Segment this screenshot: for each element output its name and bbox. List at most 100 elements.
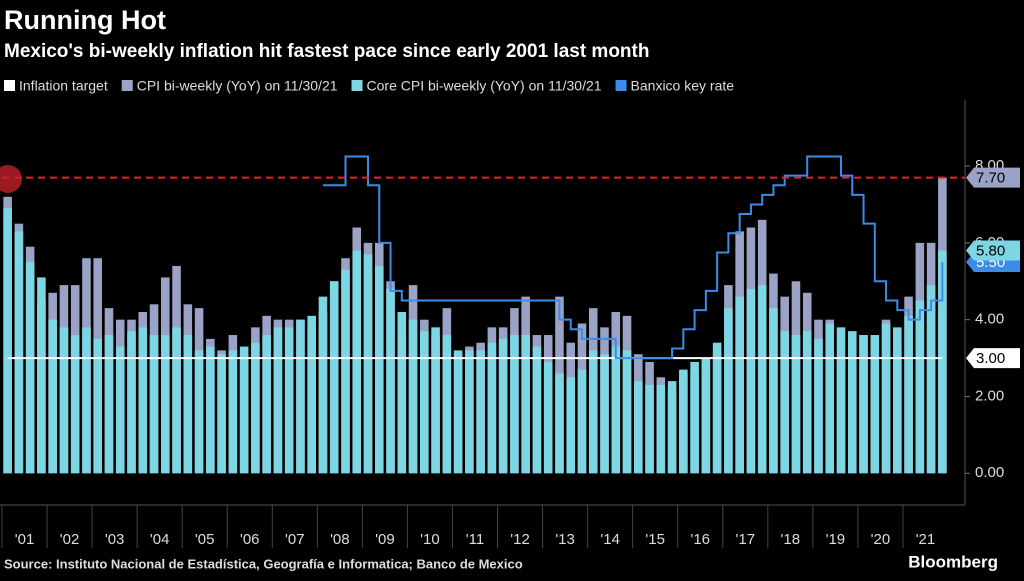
legend-swatch [351, 80, 363, 91]
bar [791, 335, 801, 474]
x-tick-label: '12 [510, 531, 530, 548]
bar [363, 254, 373, 474]
bar [228, 350, 238, 474]
bar [206, 346, 215, 474]
bar [25, 262, 35, 474]
bar [712, 342, 722, 474]
value-label: 5.80 [976, 243, 1005, 260]
bar [622, 350, 632, 474]
y-tick-label: 4.00 [975, 311, 1004, 328]
x-tick-label: '16 [690, 531, 710, 548]
bar [487, 342, 497, 474]
bar [701, 358, 711, 474]
bar [611, 346, 621, 474]
x-tick-label: '18 [781, 531, 801, 548]
bar [667, 381, 677, 474]
chart-title: Running Hot [4, 5, 166, 35]
x-tick-label: '09 [375, 531, 395, 548]
bar [521, 335, 530, 474]
bar [14, 231, 24, 474]
bar [161, 335, 170, 474]
legend-label: Core CPI bi-weekly (YoY) on 11/30/21 [367, 78, 602, 94]
legend-swatch [121, 80, 133, 91]
bar [555, 373, 564, 474]
y-tick-label: 0.00 [975, 464, 1004, 481]
bar [37, 277, 46, 474]
bar [690, 361, 699, 474]
bar [374, 265, 384, 474]
value-label: 3.00 [976, 350, 1005, 367]
bar [577, 369, 587, 474]
bar [48, 319, 57, 474]
bar [127, 331, 136, 474]
x-tick-label: '02 [60, 531, 80, 548]
bar [172, 327, 181, 474]
bar [386, 288, 395, 474]
bar [746, 288, 756, 474]
bar [510, 335, 519, 474]
bar [870, 335, 880, 474]
bar [296, 319, 305, 474]
bar [329, 281, 339, 474]
bar [802, 331, 812, 474]
bar [239, 346, 249, 474]
bar [724, 308, 733, 474]
x-tick-label: '14 [600, 531, 620, 548]
bar [3, 208, 12, 474]
bar [341, 269, 350, 474]
x-tick-label: '08 [330, 531, 350, 548]
bar [769, 308, 778, 474]
bar [476, 350, 485, 474]
x-tick-label: '17 [736, 531, 756, 548]
bar [183, 335, 193, 474]
bar [859, 335, 868, 474]
bar [251, 342, 260, 474]
bar [588, 350, 598, 474]
bar [825, 323, 835, 474]
bar [938, 250, 947, 474]
plot-area [3, 155, 947, 474]
x-tick-label: '06 [240, 531, 260, 548]
bar [814, 338, 823, 474]
bar [442, 335, 452, 474]
x-tick-label: '19 [826, 531, 846, 548]
bar [104, 335, 114, 474]
bar [881, 323, 891, 474]
bar [93, 338, 103, 474]
bar [149, 335, 159, 474]
bar [498, 338, 508, 474]
bar [420, 331, 429, 474]
brand: Bloomberg [908, 552, 998, 571]
legend-label: Banxico key rate [631, 78, 735, 94]
x-tick-label: '13 [555, 531, 575, 548]
value-tag [966, 348, 1020, 369]
bar [453, 350, 463, 474]
bar [757, 285, 767, 474]
bar [318, 296, 328, 474]
value-tag [966, 167, 1020, 188]
bar [217, 354, 226, 474]
bar [70, 335, 80, 474]
x-tick-label: '11 [466, 531, 484, 548]
bar [465, 350, 474, 474]
bar [780, 331, 789, 474]
x-tick-label: '05 [195, 531, 215, 548]
legend-label: Inflation target [19, 78, 108, 94]
chart-subtitle: Mexico's bi-weekly inflation hit fastest… [4, 41, 649, 62]
rate-line [322, 155, 944, 360]
x-tick-label: '10 [420, 531, 440, 548]
x-tick-label: '15 [645, 531, 665, 548]
bar [532, 346, 542, 474]
bar [273, 327, 283, 474]
bar [431, 327, 440, 474]
bar [115, 346, 125, 474]
bar [408, 319, 418, 474]
legend-label: CPI bi-weekly (YoY) on 11/30/21 [137, 78, 338, 94]
bar [543, 361, 553, 474]
bar [82, 327, 91, 474]
bar [915, 300, 925, 474]
x-tick-label: '21 [916, 531, 936, 548]
bar [284, 327, 294, 474]
bar [847, 331, 857, 474]
bar [893, 327, 902, 474]
